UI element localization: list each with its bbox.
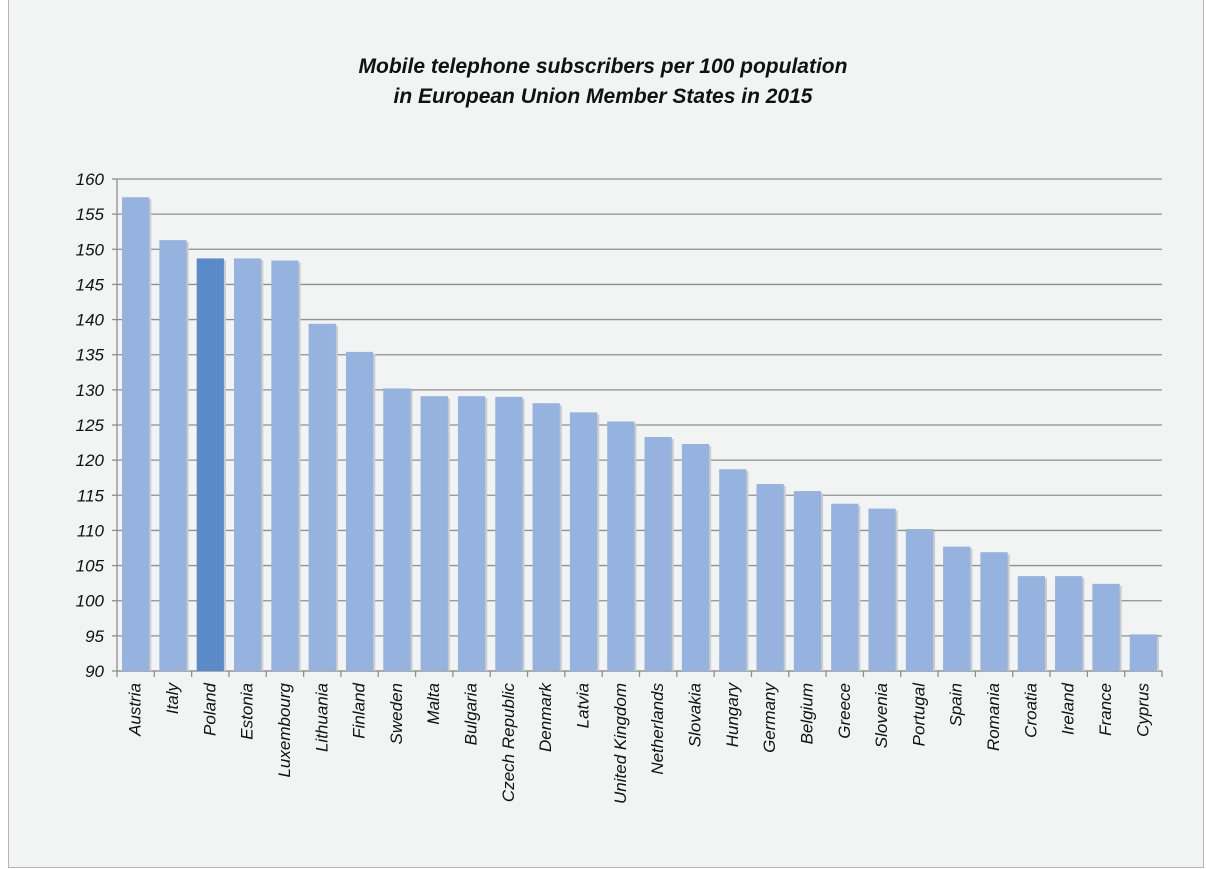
x-tick-label: Luxembourg [275,682,294,777]
x-tick-label: Italy [163,682,182,715]
bar-croatia [1017,576,1045,671]
bar-romania [980,552,1008,671]
bar-belgium [793,491,822,671]
x-tick-label: Poland [200,682,219,735]
chart-title-line2: in European Union Member States in 2015 [393,85,813,108]
bar-slovakia [681,443,710,671]
bar-malta [420,396,448,671]
bar-slovenia [868,508,896,671]
bar-czech-republic [495,396,523,671]
x-tick-label: Cyprus [1133,683,1152,737]
bar-austria [122,197,150,671]
bar-cyprus [1129,634,1157,671]
y-tick-label: 115 [77,486,105,505]
y-tick-label: 105 [76,557,105,576]
x-tick-label: Romania [984,683,1003,751]
x-tick-label: Estonia [238,683,257,740]
y-tick-label: 95 [85,627,104,646]
bar-portugal [905,529,934,671]
bar-germany [756,484,784,671]
x-tick-label: Denmark [536,682,555,752]
y-tick-label: 160 [76,170,105,189]
chart-title-line1: Mobile telephone subscribers per 100 pop… [358,55,848,78]
bar-denmark [532,403,560,671]
y-tick-label: 90 [85,662,104,681]
chart-title: Mobile telephone subscribers per 100 pop… [0,52,1206,112]
x-tick-label: Germany [760,682,779,753]
bar-greece [831,503,859,671]
y-tick-label: 140 [76,311,105,330]
x-tick-label: Austria [126,683,145,737]
bar-hungary [719,469,747,671]
bar-estonia [234,258,262,671]
y-tick-label: 130 [76,381,105,400]
x-tick-label: Netherlands [648,683,667,775]
x-tick-label: France [1096,683,1115,736]
bar-ireland [1055,576,1083,671]
bar-luxembourg [271,260,299,671]
bar-italy [159,240,187,672]
bar-netherlands [644,436,672,671]
x-tick-label: United Kingdom [611,683,630,804]
x-tick-label: Finland [350,682,369,738]
y-tick-label: 145 [76,275,105,294]
x-tick-label: Hungary [723,682,742,748]
bar-lithuania [308,323,336,671]
x-tick-label: Belgium [797,683,816,744]
y-tick-label: 100 [76,592,105,611]
x-tick-label: Bulgaria [462,683,481,745]
x-tick-label: Greece [835,683,854,739]
x-tick-label: Slovakia [685,683,704,747]
bar-spain [943,546,971,671]
x-tick-label: Slovenia [872,683,891,748]
y-tick-label: 120 [76,451,105,470]
x-tick-label: Czech Republic [499,683,518,803]
bar-latvia [569,412,598,671]
y-tick-label: 155 [76,205,105,224]
bar-finland [345,351,374,671]
x-tick-label: Malta [424,683,443,725]
x-tick-label: Latvia [574,683,593,728]
bar-france [1092,583,1120,671]
x-tick-label: Ireland [1059,682,1078,735]
y-tick-label: 110 [77,521,105,540]
y-tick-label: 125 [76,416,105,435]
bar-bulgaria [457,396,486,671]
bar-sweden [383,388,411,671]
x-tick-label: Lithuania [312,683,331,752]
y-tick-label: 135 [76,346,105,365]
x-tick-label: Croatia [1021,683,1040,738]
bar-poland [196,258,224,671]
x-tick-label: Portugal [909,682,928,747]
x-tick-label: Sweden [387,683,406,744]
x-tick-label: Spain [947,683,966,726]
bar-united-kingdom [607,421,635,671]
y-tick-label: 150 [76,240,105,259]
